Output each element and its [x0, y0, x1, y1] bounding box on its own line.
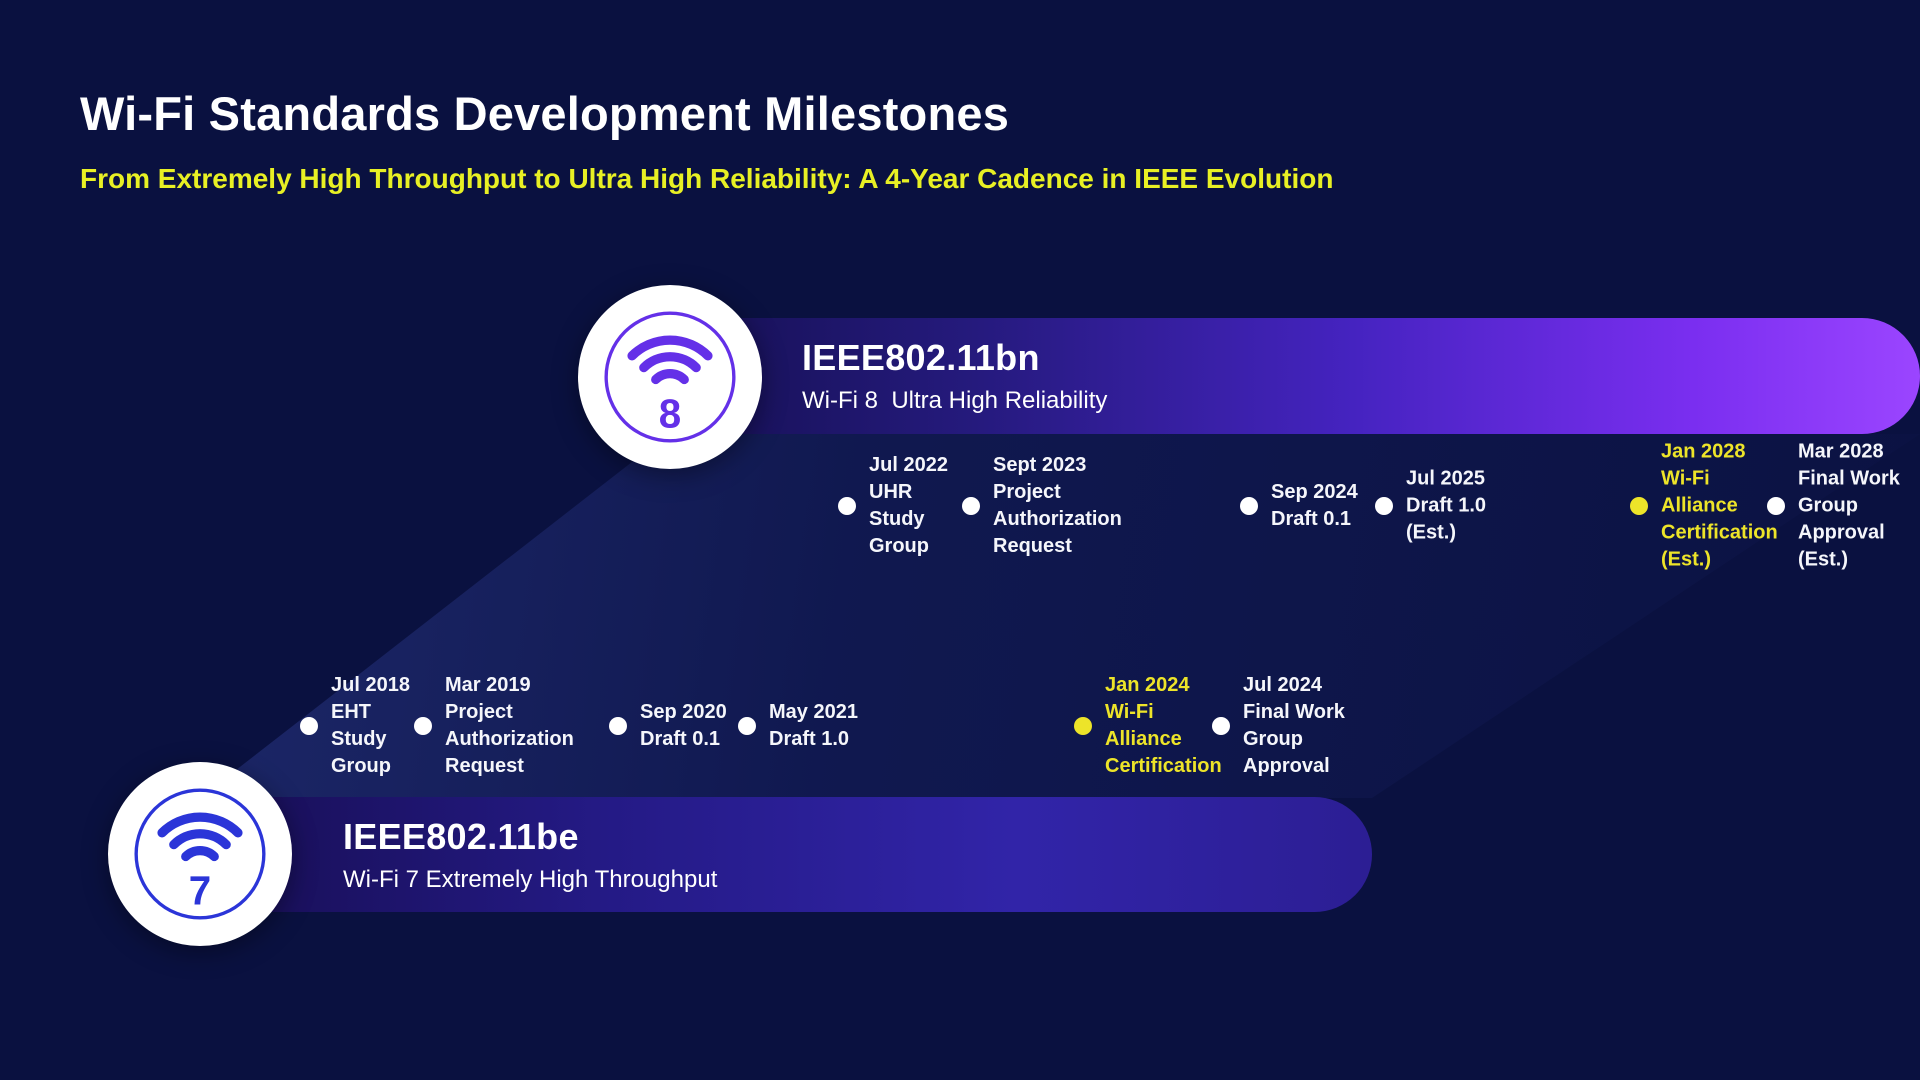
wifi-7-icon: 7 — [134, 788, 266, 920]
page-subtitle: From Extremely High Throughput to Ultra … — [80, 163, 1334, 194]
header: Wi-Fi Standards Development Milestones F… — [80, 86, 1333, 195]
page-title: Wi-Fi Standards Development Milestones — [80, 87, 1010, 140]
milestone-dot — [1767, 497, 1785, 515]
milestone-date: Jul 2022 — [869, 454, 948, 476]
milestone-date: Mar 2019 — [445, 674, 531, 696]
milestone-label: Jan 2024 Wi-Fi Alliance Certification — [1105, 672, 1222, 780]
milestone-detail: Wi-Fi Alliance Certification — [1105, 701, 1222, 777]
milestone-detail: Final Work Group Approval (Est.) — [1798, 467, 1900, 571]
milestone-label: May 2021 Draft 1.0 — [769, 699, 858, 753]
milestone-dot — [1630, 497, 1648, 515]
milestone-date: May 2021 — [769, 701, 858, 723]
milestone-detail: EHT Study Group — [331, 701, 391, 777]
milestone-date: Jul 2024 — [1243, 674, 1322, 696]
milestone-dot — [838, 497, 856, 515]
milestone-date: Mar 2028 — [1798, 440, 1884, 463]
milestone-dot — [962, 497, 980, 515]
milestone-date: Jan 2024 — [1105, 674, 1190, 696]
wifi8-bar-text: IEEE802.11bn Wi-Fi 8 Ultra High Reliabil… — [802, 337, 1107, 415]
milestone-label: Sep 2020 Draft 0.1 — [640, 699, 727, 753]
wifi7-description: Wi-Fi 7 Extremely High Throughput — [343, 865, 718, 893]
wifi-8-icon: 8 — [604, 311, 736, 443]
milestone-dot — [738, 717, 756, 735]
milestone-dot — [1240, 497, 1258, 515]
milestone-detail: Project Authorization Request — [993, 481, 1122, 557]
milestone-label: Jul 2024 Final Work Group Approval — [1243, 672, 1345, 780]
milestone-dot — [414, 717, 432, 735]
milestone-date: Sept 2023 — [993, 454, 1087, 476]
milestone-dot — [1212, 717, 1230, 735]
wifi7-badge: 7 — [108, 762, 292, 946]
wifi8-description: Wi-Fi 8 Ultra High Reliability — [802, 387, 1108, 414]
milestone-label: Mar 2019 Project Authorization Request — [445, 672, 574, 780]
milestone-dot — [1375, 497, 1393, 515]
milestone-label: Mar 2028 Final Work Group Approval (Est.… — [1798, 439, 1900, 574]
milestone-date: Jan 2028 — [1661, 440, 1746, 463]
milestone-label: Jul 2022 UHR Study Group — [869, 452, 948, 560]
milestone-dot — [1074, 717, 1092, 735]
milestone-detail: Wi-Fi Alliance Certification (Est.) — [1661, 467, 1778, 571]
wifi8-generation-number: 8 — [659, 390, 681, 436]
milestone-detail: Draft 1.0 — [769, 728, 850, 750]
milestone-detail: Draft 0.1 — [1271, 508, 1352, 530]
wifi8-standard-name: IEEE802.11bn — [802, 337, 1040, 378]
wifi7-generation-number: 7 — [189, 867, 211, 913]
milestone-dot — [300, 717, 318, 735]
wifi7-timeline-bar: IEEE802.11be Wi-Fi 7 Extremely High Thro… — [190, 797, 1372, 912]
milestone-detail: Draft 0.1 — [640, 728, 721, 750]
wifi7-bar-text: IEEE802.11be Wi-Fi 7 Extremely High Thro… — [343, 816, 717, 894]
milestone-dot — [609, 717, 627, 735]
wifi8-timeline-bar: IEEE802.11bn Wi-Fi 8 Ultra High Reliabil… — [660, 318, 1920, 434]
milestone-date: Jul 2025 — [1406, 467, 1485, 490]
milestone-detail: UHR Study Group — [869, 481, 929, 557]
milestone-label: Sep 2024 Draft 0.1 — [1271, 479, 1358, 533]
milestone-detail: Final Work Group Approval — [1243, 701, 1345, 777]
milestone-date: Jul 2018 — [331, 674, 410, 696]
milestone-detail: Project Authorization Request — [445, 701, 574, 777]
milestone-date: Sep 2020 — [640, 701, 727, 723]
wifi8-badge: 8 — [578, 285, 762, 469]
wifi7-standard-name: IEEE802.11be — [343, 815, 579, 857]
milestone-date: Sep 2024 — [1271, 481, 1358, 503]
milestone-label: Jan 2028 Wi-Fi Alliance Certification (E… — [1661, 439, 1778, 574]
milestone-detail: Draft 1.0 (Est.) — [1406, 494, 1487, 544]
milestone-label: Jul 2025 Draft 1.0 (Est.) — [1406, 466, 1486, 547]
milestone-label: Sept 2023 Project Authorization Request — [993, 452, 1122, 560]
milestone-label: Jul 2018 EHT Study Group — [331, 672, 410, 780]
